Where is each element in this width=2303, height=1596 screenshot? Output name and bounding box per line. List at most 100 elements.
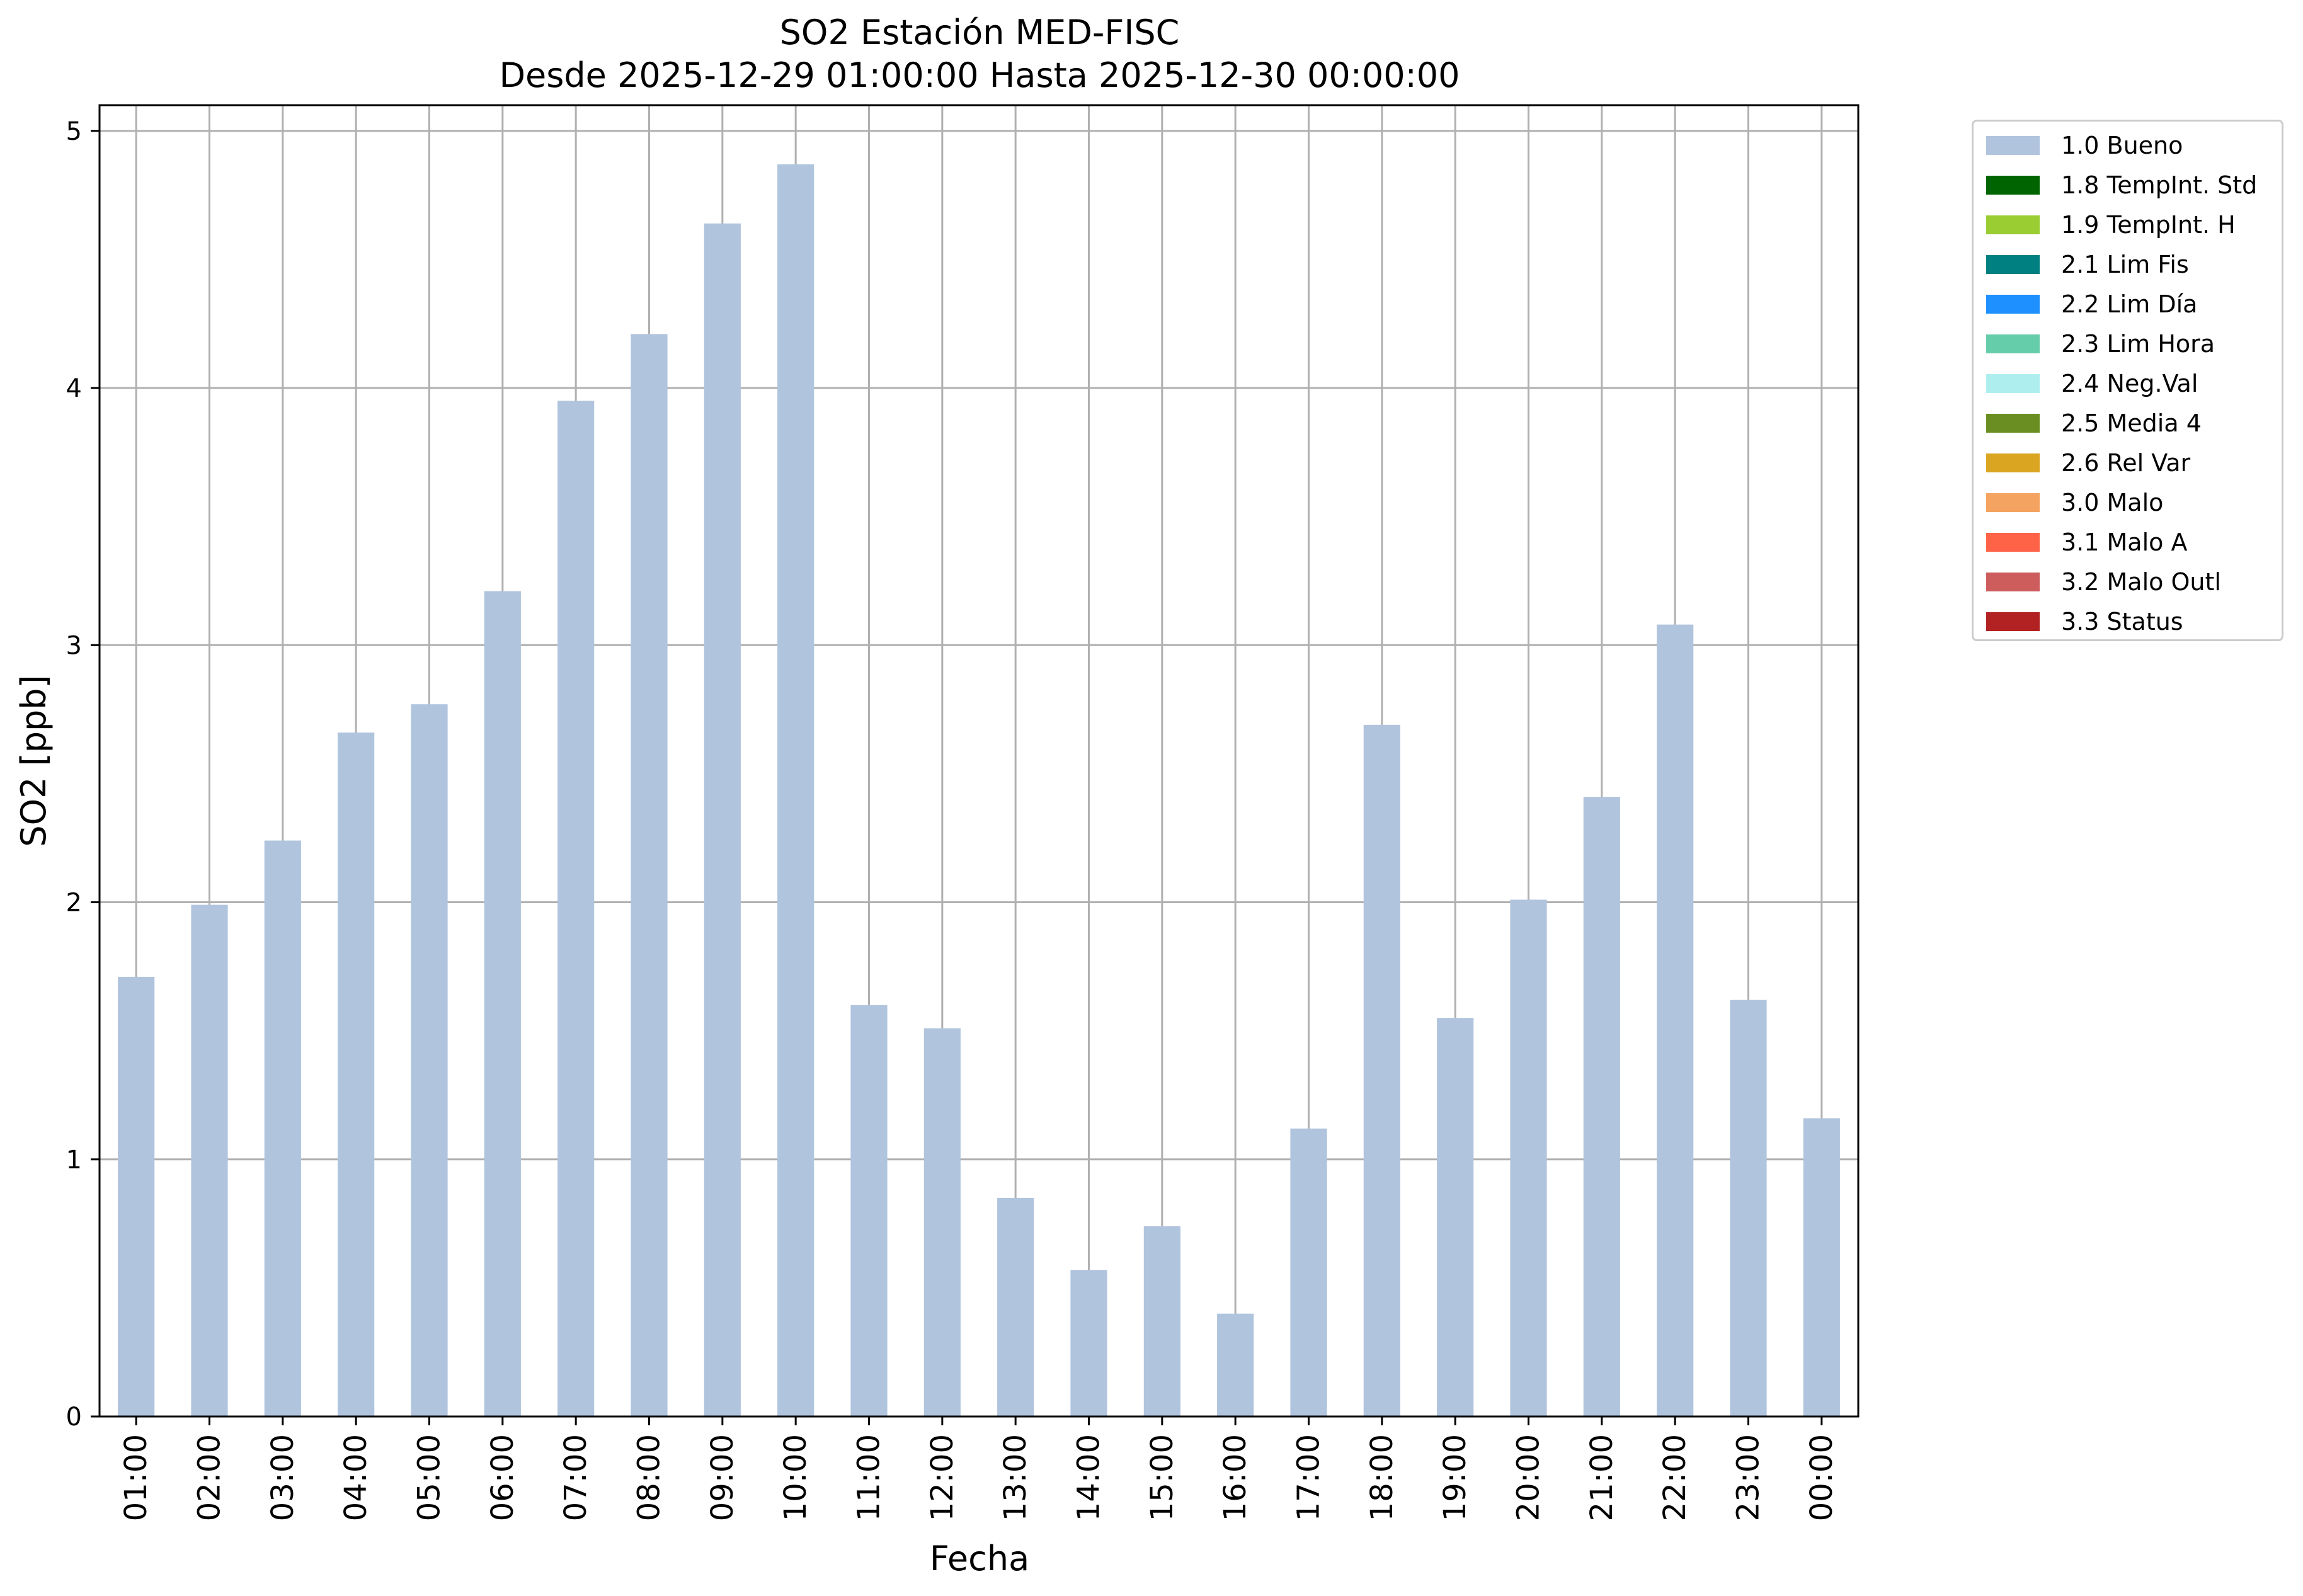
legend-label: 3.3 Status [2061, 608, 2183, 636]
bar-20-00 [1510, 899, 1547, 1416]
legend-item: 2.2 Lim Día [1986, 290, 2198, 318]
x-tick-label: 22:00 [1657, 1434, 1693, 1521]
x-tick-label: 10:00 [778, 1434, 813, 1521]
x-tick-label: 23:00 [1731, 1434, 1766, 1521]
x-tick-label: 16:00 [1218, 1434, 1253, 1521]
bar-12-00 [923, 1028, 961, 1416]
legend-swatch [1986, 295, 2040, 314]
legend-label: 2.2 Lim Día [2061, 290, 2198, 318]
bar-21-00 [1583, 797, 1620, 1416]
legend-swatch [1986, 533, 2040, 552]
plot-frame [98, 104, 1860, 1418]
bar-07-00 [557, 401, 595, 1416]
legend-swatch [1986, 255, 2040, 274]
y-axis: 0 1 2 3 4 5 [66, 117, 100, 1432]
x-tick-label: 09:00 [705, 1434, 740, 1521]
legend-label: 2.3 Lim Hora [2061, 330, 2215, 358]
bar-06-00 [484, 591, 521, 1416]
bar-18-00 [1363, 724, 1400, 1416]
x-tick-label: 07:00 [558, 1434, 593, 1521]
chart-subtitle: Desde 2025-12-29 01:00:00 Hasta 2025-12-… [499, 55, 1460, 95]
legend-label: 1.8 TempInt. Std [2061, 171, 2258, 199]
legend-item: 3.3 Status [1986, 608, 2183, 636]
bar-08-00 [631, 334, 668, 1417]
bar-02-00 [191, 904, 228, 1416]
x-tick-label: 00:00 [1804, 1434, 1839, 1521]
x-tick-label: 18:00 [1364, 1434, 1400, 1521]
x-tick-label: 21:00 [1584, 1434, 1620, 1521]
legend-item: 3.2 Malo Outl [1986, 568, 2221, 596]
legend-swatch [1986, 136, 2040, 155]
bar-15-00 [1143, 1226, 1180, 1416]
legend-swatch [1986, 374, 2040, 393]
legend-label: 3.2 Malo Outl [2061, 568, 2221, 596]
x-axis-label: Fecha [930, 1539, 1029, 1578]
x-tick-label: 12:00 [925, 1434, 960, 1521]
y-tick-label: 3 [66, 631, 82, 660]
x-tick-label: 19:00 [1437, 1434, 1473, 1521]
x-tick-label: 13:00 [998, 1434, 1033, 1521]
legend-item: 2.3 Lim Hora [1986, 330, 2215, 358]
legend-label: 1.9 TempInt. H [2061, 211, 2236, 239]
x-tick-label: 02:00 [192, 1434, 227, 1521]
legend-label: 3.1 Malo A [2061, 528, 2188, 556]
x-tick-label: 03:00 [265, 1434, 300, 1521]
bar-11-00 [850, 1005, 888, 1416]
legend-item: 3.1 Malo A [1986, 528, 2188, 556]
legend-item: 1.9 TempInt. H [1986, 211, 2236, 239]
legend-swatch [1986, 573, 2040, 591]
legend-item: 2.1 Lim Fis [1986, 251, 2189, 278]
bar-13-00 [997, 1198, 1034, 1416]
bar-14-00 [1070, 1270, 1107, 1416]
x-tick-label: 11:00 [852, 1434, 887, 1521]
legend: 1.0 Bueno 1.8 TempInt. Std 1.9 TempInt. H 2… [1972, 120, 2283, 641]
legend-item: 1.0 Bueno [1986, 132, 2183, 159]
legend-label: 2.6 Rel Var [2061, 449, 2191, 477]
bar-03-00 [264, 840, 301, 1416]
x-axis: 01:00 02:00 03:00 04:00 05:00 06:00 07:00 08:00… [118, 1416, 1839, 1521]
chart-title: SO2 Estación MED-FISC [780, 13, 1180, 52]
legend-label: 2.4 Neg.Val [2061, 370, 2198, 397]
legend-swatch [1986, 493, 2040, 512]
bar-17-00 [1290, 1128, 1327, 1416]
legend-swatch [1986, 612, 2040, 631]
legend-label: 1.0 Bueno [2061, 132, 2183, 159]
legend-label: 2.1 Lim Fis [2061, 251, 2189, 278]
legend-swatch [1986, 176, 2040, 195]
y-tick-label: 4 [66, 374, 82, 403]
legend-label: 2.5 Media 4 [2061, 409, 2202, 437]
legend-item: 1.8 TempInt. Std [1986, 171, 2258, 199]
x-tick-label: 05:00 [412, 1434, 447, 1521]
y-axis-label: SO2 [ppb] [14, 675, 54, 846]
bar-22-00 [1657, 624, 1694, 1417]
legend-swatch [1986, 334, 2040, 353]
bars [118, 164, 1840, 1417]
bar-05-00 [411, 704, 448, 1416]
x-tick-label: 08:00 [632, 1434, 667, 1521]
y-tick-label: 1 [66, 1146, 82, 1175]
bar-01-00 [118, 976, 155, 1416]
legend-swatch [1986, 215, 2040, 234]
y-tick-label: 0 [66, 1403, 82, 1432]
legend-swatch [1986, 414, 2040, 433]
bar-23-00 [1730, 1000, 1767, 1416]
legend-label: 3.0 Malo [2061, 489, 2164, 516]
y-tick-label: 2 [66, 889, 82, 918]
x-tick-label: 06:00 [485, 1434, 520, 1521]
bar-10-00 [777, 164, 814, 1417]
x-tick-label: 04:00 [338, 1434, 374, 1521]
bar-19-00 [1437, 1018, 1474, 1416]
x-tick-label: 15:00 [1145, 1434, 1180, 1521]
y-tick-label: 5 [66, 117, 82, 146]
x-tick-label: 17:00 [1291, 1434, 1327, 1521]
bar-00-00 [1803, 1118, 1840, 1416]
bar-09-00 [704, 223, 741, 1417]
x-tick-label: 01:00 [118, 1434, 154, 1521]
x-tick-label: 14:00 [1071, 1434, 1107, 1521]
legend-item: 3.0 Malo [1986, 489, 2164, 516]
legend-item: 2.6 Rel Var [1986, 449, 2191, 477]
legend-swatch [1986, 453, 2040, 472]
x-tick-label: 20:00 [1511, 1434, 1546, 1521]
legend-item: 2.5 Media 4 [1986, 409, 2202, 437]
